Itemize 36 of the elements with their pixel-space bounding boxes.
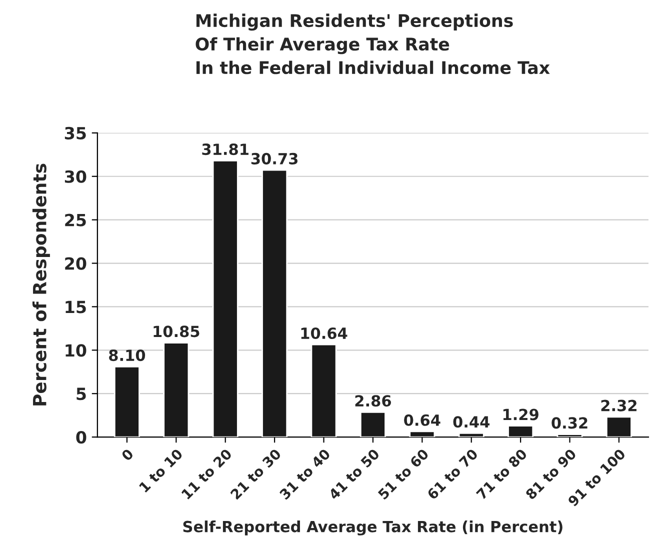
y-tick-label: 5: [76, 388, 86, 400]
x-tick-label: 51 to 60: [377, 448, 430, 500]
x-tick-label: 31 to 40: [278, 448, 331, 500]
y-tick-label: 35: [64, 126, 86, 140]
bar: [262, 169, 288, 438]
bar: [409, 430, 436, 438]
bar: [163, 342, 190, 438]
bar: [458, 432, 484, 438]
y-tick-label: 0: [76, 431, 86, 444]
bar: [606, 416, 632, 438]
data-label: 0.32: [552, 417, 588, 429]
y-tick-label: 30: [64, 170, 86, 183]
data-label: 1.29: [503, 408, 538, 420]
data-label: 2.32: [601, 400, 636, 412]
bar: [556, 434, 583, 438]
y-tick-label: 10: [66, 344, 86, 357]
bar: [360, 412, 386, 438]
y-tick-label: 20: [65, 257, 86, 270]
data-label: 10.64: [301, 327, 348, 340]
x-axis-title: Self-Reported Average Tax Rate (in Percent): [183, 520, 562, 536]
x-tick-label: 0: [120, 448, 134, 462]
data-label: 2.86: [355, 395, 391, 407]
data-label: 8.10: [109, 350, 146, 362]
y-tick-label: 25: [65, 214, 86, 226]
data-label: 30.73: [251, 152, 298, 164]
bar: [212, 160, 238, 438]
data-label: 31.81: [202, 144, 248, 156]
y-tick-label: 15: [66, 300, 86, 314]
bar: [508, 425, 534, 438]
bar: [310, 344, 337, 438]
chart-title: Michigan Residents' Perceptions Of Their Average Tax Rate In the Federal Individual Income Tax: [196, 14, 550, 74]
data-label: 0.64: [404, 414, 440, 426]
y-axis-title: Percent of Respondents: [32, 164, 50, 406]
data-label: 10.85: [154, 326, 200, 338]
data-label: 0.44: [453, 416, 490, 428]
bar: [114, 366, 140, 438]
